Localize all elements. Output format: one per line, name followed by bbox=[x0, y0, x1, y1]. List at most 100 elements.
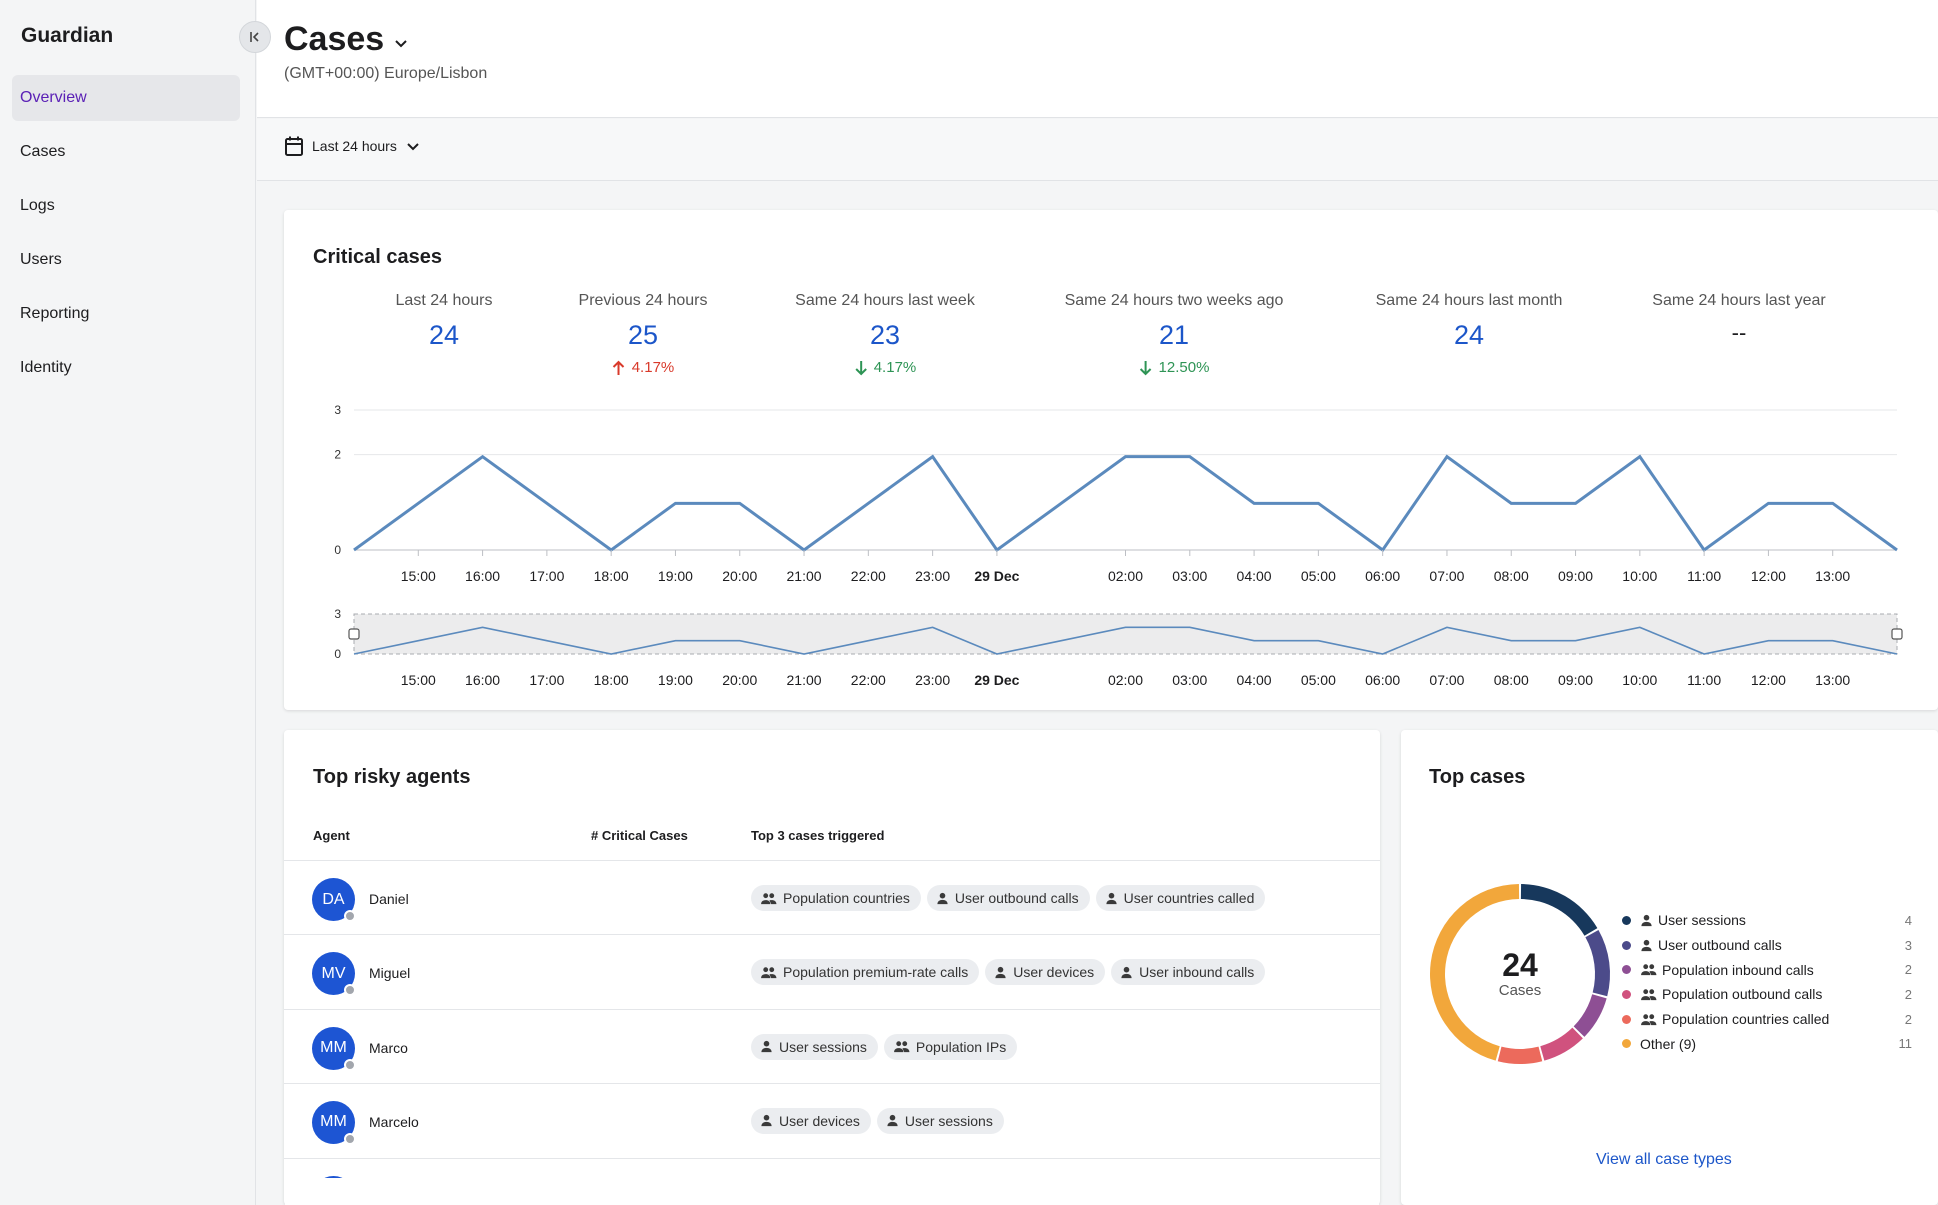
critical-cases-title: Critical cases bbox=[313, 246, 442, 268]
legend-item[interactable]: Population inbound calls 2 bbox=[1622, 957, 1912, 982]
stat-label: Same 24 hours two weeks ago bbox=[1064, 292, 1284, 309]
avatar-initials: MM bbox=[320, 1039, 347, 1057]
sidebar-item-cases[interactable]: Cases bbox=[12, 129, 240, 175]
stat-change: 4.17% bbox=[795, 359, 975, 376]
person-icon bbox=[887, 1115, 898, 1127]
sidebar-item-label: Reporting bbox=[20, 305, 90, 322]
case-chip[interactable]: User sessions bbox=[751, 1033, 878, 1060]
case-chip[interactable]: Population countries bbox=[751, 885, 921, 911]
case-chip-label: Population countries bbox=[783, 890, 910, 906]
donut-slice-5[interactable] bbox=[1430, 884, 1520, 1061]
stat-previous-24-hours: Previous 24 hours 25 4.17% bbox=[579, 292, 708, 376]
group-icon bbox=[1641, 989, 1657, 1000]
donut-slice-0[interactable] bbox=[1520, 884, 1598, 936]
case-chips: User sessions Population IPs bbox=[751, 1033, 1018, 1060]
stat-same-24-hours-two-weeks-ago: Same 24 hours two weeks ago 21 12.50% bbox=[1065, 292, 1284, 376]
stat-value: 24 bbox=[1453, 320, 1485, 350]
legend-item[interactable]: User sessions 4 bbox=[1622, 908, 1912, 933]
sidebar-item-identity[interactable]: Identity bbox=[12, 345, 240, 391]
sidebar-nav: Overview Cases Logs Users Reporting Identity bbox=[12, 75, 240, 399]
sidebar-item-logs[interactable]: Logs bbox=[12, 183, 240, 229]
stat-change-value: 4.17% bbox=[873, 359, 917, 376]
legend-label: Population outbound calls bbox=[1662, 986, 1823, 1003]
person-icon bbox=[937, 892, 948, 904]
table-fade bbox=[285, 1178, 1379, 1205]
donut-slice-2[interactable] bbox=[1573, 994, 1607, 1037]
group-icon bbox=[1641, 1013, 1657, 1025]
stat-same-24-hours-last-year: Same 24 hours last year -- bbox=[1652, 292, 1825, 346]
case-chip[interactable]: User devices bbox=[751, 1107, 871, 1134]
status-dot bbox=[344, 1132, 356, 1145]
donut-center: 24 Cases bbox=[1470, 948, 1570, 999]
chevron-down-icon bbox=[407, 143, 419, 151]
donut-total-label: Cases bbox=[1498, 982, 1542, 999]
legend-swatch bbox=[1622, 940, 1631, 950]
chevron-down-icon bbox=[395, 39, 407, 47]
avatar: DA bbox=[312, 878, 356, 922]
person-icon bbox=[1641, 939, 1652, 951]
group-icon bbox=[761, 892, 777, 904]
agent-name: Marcelo bbox=[369, 1113, 419, 1130]
case-chip-label: User sessions bbox=[904, 1112, 993, 1129]
top-cases-legend: User sessions 4 User outbound calls 3 Popula… bbox=[1622, 908, 1912, 1056]
case-chip[interactable]: User countries called bbox=[1095, 885, 1266, 911]
person-icon bbox=[995, 966, 1006, 978]
status-dot bbox=[344, 910, 356, 922]
agent-name: Miguel bbox=[369, 965, 411, 982]
case-chips: Population countries User outbound calls U… bbox=[751, 885, 1266, 911]
timezone-label: (GMT+00:00) Europe/Lisbon bbox=[284, 65, 488, 82]
arrow-down-icon bbox=[855, 360, 867, 375]
sidebar-item-label: Users bbox=[20, 251, 62, 268]
top-cases-title: Top cases bbox=[1429, 766, 1526, 788]
person-icon bbox=[761, 1115, 772, 1127]
stat-same-24-hours-last-month: Same 24 hours last month 24 bbox=[1376, 292, 1563, 351]
collapse-sidebar-button[interactable] bbox=[239, 21, 271, 53]
case-chip[interactable]: User inbound calls bbox=[1111, 959, 1266, 986]
collapse-left-icon bbox=[250, 32, 259, 42]
time-range-select[interactable]: Last 24 hours bbox=[284, 135, 421, 157]
sidebar-item-reporting[interactable]: Reporting bbox=[12, 291, 240, 337]
stat-value: -- bbox=[1731, 320, 1747, 345]
donut-slice-1[interactable] bbox=[1585, 929, 1610, 997]
legend-item[interactable]: Population outbound calls 2 bbox=[1622, 982, 1912, 1007]
group-icon bbox=[761, 967, 777, 978]
stat-label: Same 24 hours last year bbox=[1652, 292, 1826, 309]
legend-item[interactable]: Population countries called 2 bbox=[1622, 1007, 1912, 1032]
view-all-case-types-link[interactable]: View all case types bbox=[1596, 1151, 1732, 1168]
calendar-icon bbox=[285, 136, 303, 156]
legend-swatch bbox=[1622, 965, 1631, 975]
avatar: MM bbox=[312, 1026, 356, 1071]
stat-value: 24 bbox=[428, 320, 460, 350]
legend-count: 11 bbox=[1898, 1036, 1913, 1052]
stat-label: Same 24 hours last month bbox=[1375, 292, 1563, 309]
column-header-top-cases: Top 3 cases triggered bbox=[751, 828, 885, 843]
time-range-label: Last 24 hours bbox=[312, 138, 397, 154]
stat-change-value: 4.17% bbox=[631, 359, 675, 376]
donut-slice-4[interactable] bbox=[1497, 1046, 1543, 1064]
legend-count: 2 bbox=[1904, 986, 1912, 1002]
case-chip[interactable]: User sessions bbox=[876, 1107, 1004, 1134]
stat-change-value: 12.50% bbox=[1158, 359, 1210, 376]
case-chip[interactable]: Population premium-rate calls bbox=[751, 959, 980, 986]
case-chip[interactable]: Population IPs bbox=[883, 1033, 1018, 1060]
page-title: Cases bbox=[284, 20, 385, 58]
agent-name: Daniel bbox=[369, 891, 409, 907]
sidebar-item-label: Logs bbox=[20, 197, 55, 214]
legend-item[interactable]: Other (9) 11 bbox=[1622, 1031, 1912, 1056]
top-cases-donut-chart bbox=[1430, 884, 1610, 1064]
sidebar-item-users[interactable]: Users bbox=[12, 237, 240, 283]
case-chip[interactable]: User devices bbox=[985, 959, 1106, 986]
table-row[interactable]: MVMiguel3Population premium-rate callsUs… bbox=[284, 934, 1380, 1008]
legend-item[interactable]: User outbound calls 3 bbox=[1622, 933, 1912, 958]
stat-label: Last 24 hours bbox=[395, 292, 493, 309]
sidebar-item-label: Overview bbox=[20, 89, 87, 106]
case-chip-label: Population IPs bbox=[915, 1038, 1007, 1055]
case-chip[interactable]: User outbound calls bbox=[926, 885, 1090, 911]
page-title-dropdown[interactable]: Cases bbox=[284, 20, 412, 59]
donut-slice-3[interactable] bbox=[1540, 1027, 1583, 1061]
sidebar-item-label: Identity bbox=[20, 359, 72, 376]
sidebar-item-overview[interactable]: Overview bbox=[12, 75, 240, 121]
